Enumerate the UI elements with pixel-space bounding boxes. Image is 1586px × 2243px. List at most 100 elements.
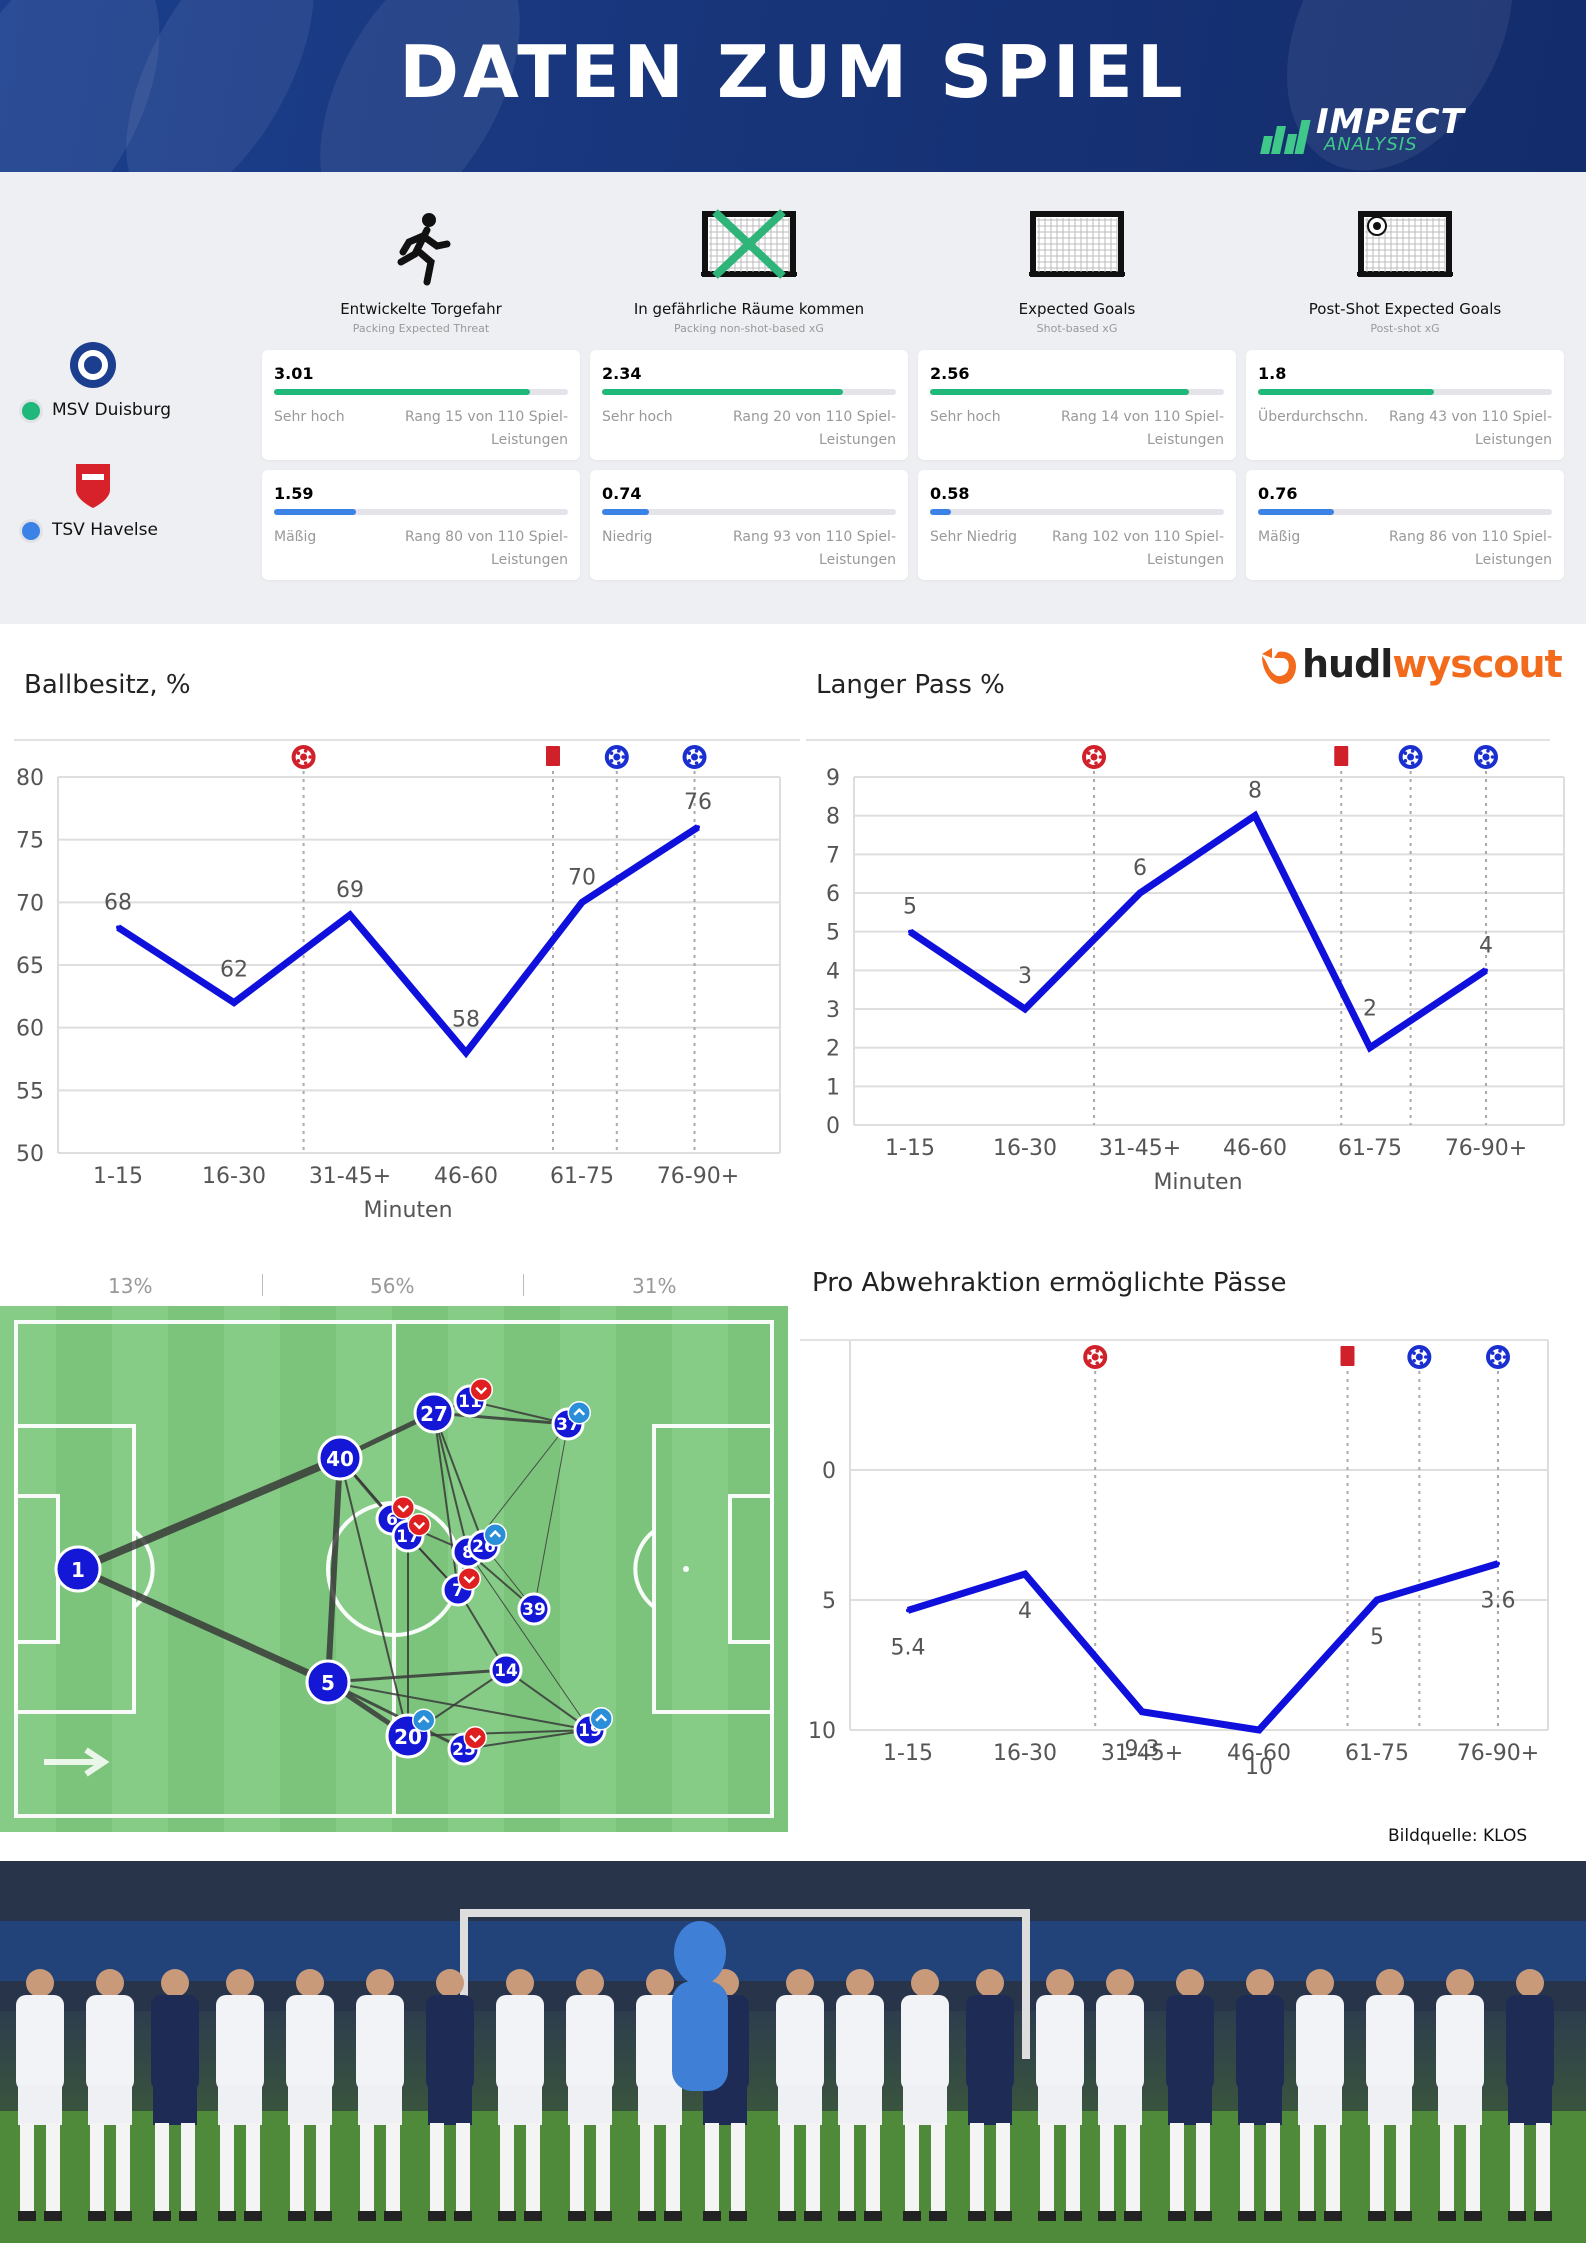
metric-label-1: In gefährliche Räume kommen (633, 300, 865, 318)
metric-label-0: Entwickelte Torgefahr (340, 300, 502, 318)
msv-duisburg-crest-icon (70, 342, 116, 388)
pass-line (325, 1457, 343, 1683)
data-label: 5.4 (891, 1635, 926, 1660)
data-point (1140, 1709, 1144, 1714)
player-number: 7 (452, 1581, 464, 1601)
player-node[interactable]: 5 (305, 1659, 351, 1705)
y-tick-label: 10 (808, 1719, 836, 1744)
substitution-out-icon (391, 1496, 415, 1520)
data-label: 5 (1370, 1625, 1384, 1650)
metric-progress-track (274, 509, 568, 515)
event-goal-blue-icon (1474, 745, 1498, 769)
metric-value: 2.34 (602, 364, 642, 383)
x-tick-label: 76-90+ (657, 1164, 739, 1189)
data-label: 9.3 (1125, 1737, 1160, 1762)
y-tick-label: 5 (822, 1589, 836, 1614)
metric-value: 1.8 (1258, 364, 1287, 383)
data-label: 5 (903, 895, 917, 920)
y-tick-label: 80 (16, 766, 44, 791)
y-tick-label: 0 (826, 1114, 840, 1139)
data-point (116, 925, 120, 930)
player-node[interactable]: 11 (453, 1378, 493, 1418)
metric-value: 1.59 (274, 484, 314, 503)
chart-ppda: 0 5 10 1-15 16-30 31-45+ 46-60 61-75 76-90+ 5.4 4 9… (800, 1339, 1549, 1780)
y-tick-label: 5 (826, 921, 840, 946)
x-axis-label: Minuten (1153, 1170, 1242, 1195)
player-node[interactable]: 37 (551, 1401, 591, 1441)
metric-progress-fill (930, 389, 1189, 395)
event-goal-blue-icon (1486, 1345, 1510, 1369)
goal-net-icon (917, 204, 1237, 294)
metric-progress-fill (602, 389, 844, 395)
y-tick-label: 55 (16, 1079, 44, 1104)
pass-line (327, 1680, 465, 1751)
player-node[interactable]: 25 (447, 1726, 487, 1766)
metric-progress-track (930, 389, 1224, 395)
metric-sublabel-3: Post-shot xG (1370, 322, 1440, 335)
player-node[interactable]: 14 (489, 1653, 523, 1687)
player-node[interactable]: 27 (413, 1392, 455, 1434)
metric-value: 0.74 (602, 484, 642, 503)
substitution-in-icon (567, 1401, 591, 1425)
y-tick-label: 6 (826, 882, 840, 907)
metric-card: 0.76 Mäßig Rang 86 von 110 Spiel-Leistunge… (1246, 470, 1564, 580)
metric-value: 3.01 (274, 364, 314, 383)
event-goal-blue-icon (604, 745, 629, 769)
pass-line (327, 1668, 507, 1684)
pass-line (469, 1400, 569, 1425)
data-label: 70 (568, 865, 596, 890)
metric-level: Mäßig (1258, 529, 1301, 545)
player-node[interactable]: 26 (467, 1523, 507, 1563)
event-goal-blue-icon (682, 745, 707, 769)
metric-progress-fill (1258, 509, 1335, 515)
player-node[interactable]: 7 (441, 1567, 481, 1607)
chart-langer-pass: 0 1 2 3 4 5 6 7 8 9 1-15 16-30 31-45+ 46-60 61-75 76-90… (806, 739, 1565, 1195)
team-row-0: MSV Duisburg (0, 340, 260, 450)
event-red-card-icon (546, 746, 560, 766)
team-color-dot (22, 402, 40, 420)
player-number: 5 (321, 1671, 335, 1695)
pass-line (339, 1457, 409, 1737)
pass-line (433, 1412, 485, 1547)
x-tick-label: 46-60 (1227, 1741, 1291, 1766)
data-label: 8 (1248, 779, 1262, 804)
y-tick-label: 50 (16, 1142, 44, 1167)
series-line (908, 810, 1488, 1053)
pass-line (76, 1454, 342, 1573)
x-tick-label: 31-45+ (309, 1164, 391, 1189)
attack-direction-arrow-icon (44, 1747, 110, 1777)
substitution-out-icon (457, 1567, 481, 1591)
data-point (232, 1000, 236, 1005)
metric-card: 1.8 Überdurchschn. Rang 43 von 110 Spiel-L… (1246, 350, 1564, 460)
player-node[interactable]: 19 (573, 1707, 613, 1747)
player-node[interactable]: 17 (391, 1513, 431, 1553)
data-label: 4 (1018, 1599, 1032, 1624)
metric-header-3: Post-Shot Expected Goals Post-shot xG (1245, 204, 1565, 335)
series-line (116, 824, 700, 1059)
player-node[interactable]: 39 (517, 1592, 551, 1626)
metric-progress-track (1258, 389, 1552, 395)
data-point (1023, 1007, 1027, 1011)
data-point (1496, 1561, 1500, 1566)
metric-sublabel-1: Packing non-shot-based xG (674, 322, 824, 335)
player-node[interactable]: 1 (54, 1545, 102, 1593)
tsv-havelse-crest-icon (76, 464, 110, 508)
image-source: Bildquelle: KLOS (1388, 1826, 1528, 1846)
x-tick-label: 31-45+ (1099, 1136, 1181, 1161)
pass-line (327, 1681, 591, 1731)
team-row-1: TSV Havelse (0, 460, 260, 570)
player-node[interactable]: 20 (385, 1708, 436, 1759)
metric-card: 0.74 Niedrig Rang 93 von 110 Spiel-Leistun… (590, 470, 908, 580)
metric-level: Sehr Niedrig (930, 529, 1017, 545)
x-tick-label: 61-75 (1338, 1136, 1402, 1161)
data-label: 68 (104, 890, 132, 915)
y-tick-label: 0 (822, 1459, 836, 1484)
x-tick-label: 1-15 (885, 1136, 935, 1161)
metric-progress-fill (930, 509, 951, 515)
metric-progress-fill (602, 509, 650, 515)
y-tick-label: 4 (826, 959, 840, 984)
metric-rank: Rang 15 von 110 Spiel-Leistungen (404, 409, 568, 448)
player-node[interactable]: 40 (317, 1435, 363, 1481)
data-label: 3.6 (1481, 1589, 1516, 1614)
